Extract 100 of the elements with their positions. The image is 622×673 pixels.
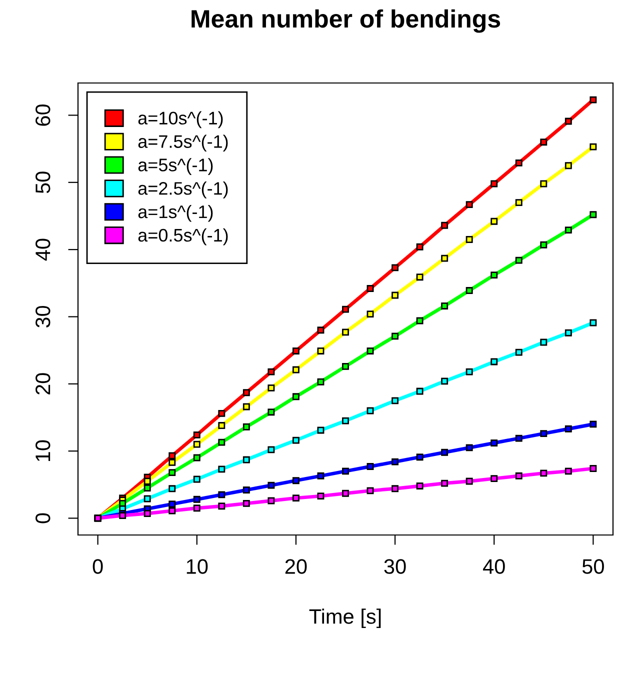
point — [342, 328, 349, 336]
point — [168, 485, 176, 492]
point — [366, 463, 374, 470]
point — [392, 264, 399, 272]
point — [540, 241, 548, 248]
point — [392, 458, 399, 466]
point — [490, 272, 498, 279]
point — [193, 476, 200, 483]
y-tick-label: 0 — [36, 513, 50, 524]
point — [466, 287, 473, 294]
point — [366, 407, 374, 414]
point — [268, 446, 275, 454]
x-tick-label: 10 — [186, 559, 208, 574]
point — [268, 384, 275, 392]
point — [268, 408, 275, 416]
x-tick-label: 50 — [582, 559, 604, 574]
point — [540, 338, 548, 346]
point — [168, 458, 176, 466]
x-tick-label: 0 — [92, 559, 103, 574]
point — [242, 403, 250, 410]
point — [268, 497, 275, 504]
point — [416, 454, 424, 461]
point — [366, 487, 374, 494]
point — [317, 326, 324, 334]
point — [515, 472, 522, 480]
point — [466, 201, 473, 208]
point — [416, 317, 424, 324]
y-tick-label: 40 — [36, 238, 50, 261]
point — [144, 484, 151, 492]
point — [416, 243, 424, 250]
point — [144, 478, 151, 485]
point — [515, 159, 522, 166]
point — [144, 510, 151, 517]
point — [490, 180, 498, 188]
y-tick-label: 10 — [36, 440, 50, 462]
point — [366, 285, 374, 292]
point — [392, 292, 399, 299]
point — [268, 368, 275, 376]
point — [218, 422, 226, 429]
point — [218, 466, 226, 473]
x-tick-label: 30 — [384, 559, 406, 574]
legend-label: a=7.5s^(-1) — [138, 134, 228, 152]
point — [515, 199, 522, 206]
point — [342, 490, 349, 497]
point — [564, 162, 572, 170]
point — [218, 438, 226, 446]
point — [366, 310, 374, 318]
y-tick-label: 60 — [36, 104, 50, 126]
point — [416, 482, 424, 490]
point — [193, 504, 200, 512]
point — [366, 348, 374, 354]
legend-label: a=1s^(-1) — [138, 204, 213, 222]
point — [392, 397, 399, 404]
point — [441, 448, 448, 456]
point — [218, 491, 226, 498]
point — [590, 143, 597, 150]
point — [441, 302, 448, 310]
legend-label: a=10s^(-1) — [138, 111, 223, 128]
point — [490, 440, 498, 446]
point — [490, 218, 498, 225]
point — [441, 480, 448, 487]
point — [242, 423, 250, 430]
y-tick-label: 30 — [36, 306, 50, 328]
point — [317, 378, 324, 386]
point — [317, 492, 324, 500]
point — [564, 468, 572, 475]
point — [342, 468, 349, 475]
point — [590, 420, 597, 428]
point — [242, 456, 250, 464]
point — [218, 502, 226, 510]
point — [193, 454, 200, 462]
point — [540, 180, 548, 188]
point — [292, 393, 300, 400]
point — [218, 410, 226, 417]
point — [564, 425, 572, 432]
point — [317, 472, 324, 480]
point — [268, 482, 275, 489]
point — [292, 348, 300, 354]
point — [540, 138, 548, 146]
x-tick-label: 20 — [285, 559, 307, 574]
legend-label: a=5s^(-1) — [138, 158, 213, 175]
point — [168, 500, 176, 508]
point — [168, 452, 176, 460]
point — [466, 444, 473, 452]
point — [564, 226, 572, 234]
point — [590, 319, 597, 326]
point — [292, 436, 300, 444]
x-axis-title: Time [s] — [309, 608, 381, 628]
x-tick-label: 40 — [483, 559, 505, 574]
point — [441, 222, 448, 229]
legend-label: a=0.5s^(-1) — [138, 228, 228, 246]
point — [466, 478, 473, 485]
point — [392, 332, 399, 340]
point — [515, 434, 522, 442]
point — [590, 211, 597, 218]
point — [564, 118, 572, 125]
legend-label: a=2.5s^(-1) — [138, 182, 228, 198]
point — [292, 477, 300, 484]
point — [490, 475, 498, 482]
point — [242, 486, 250, 494]
